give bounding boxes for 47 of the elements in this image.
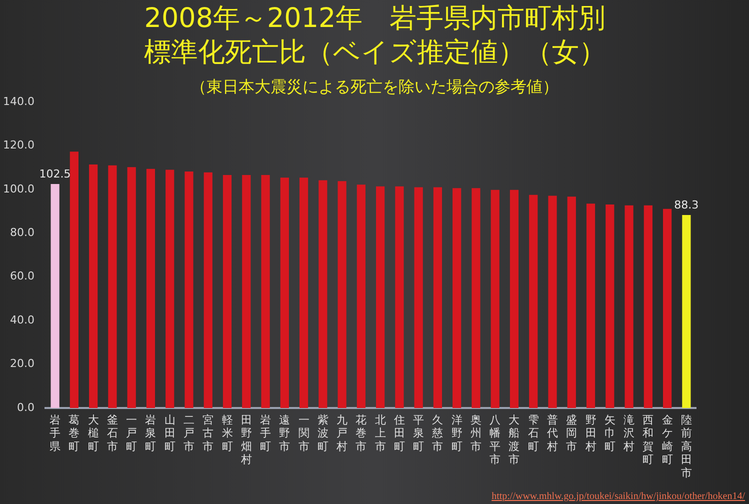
- x-tick-label: 陸前高田市: [680, 413, 692, 480]
- x-tick-label: 普代村: [546, 413, 558, 453]
- x-tick-label: 釜石市: [106, 413, 118, 453]
- y-tick-label: 120.0: [2, 138, 34, 152]
- y-tick-label: 100.0: [2, 182, 34, 196]
- x-tick-label: 田野畑村: [240, 413, 252, 466]
- x-tick-label: 洋野町: [451, 413, 462, 453]
- y-tick-label: 80.0: [10, 226, 34, 239]
- x-tick-label: 一戸町: [126, 413, 138, 453]
- x-tick-label: 久慈市: [431, 413, 444, 453]
- x-tick-label: 葛巻町: [68, 413, 80, 453]
- x-tick-label: 二戸市: [183, 413, 194, 453]
- x-tick-label: 矢巾町: [604, 413, 616, 453]
- x-tick-label: 滝沢村: [622, 413, 635, 453]
- x-tick-label: 野田村: [584, 413, 596, 453]
- chart-title: 2008年～2012年 岩手県内市町村別標準化死亡比（ベイズ推定値）（女）: [143, 2, 607, 70]
- y-tick-label: 40.0: [10, 313, 34, 326]
- x-tick-label: 紫波町: [317, 413, 328, 453]
- x-tick-label: 北上市: [374, 413, 386, 453]
- x-tick-label: 岩手町: [260, 413, 272, 453]
- x-tick-label: 平泉町: [413, 413, 424, 453]
- x-tick-label: 大槌町: [88, 413, 99, 453]
- x-tick-label: 九戸村: [336, 413, 348, 453]
- x-tick-label: 軽米町: [222, 413, 233, 453]
- chart-subtitle: （東日本大震災による死亡を除いた場合の参考値）: [190, 77, 558, 96]
- x-tick-label: 山田町: [164, 413, 176, 453]
- x-tick-label: 八幡平市: [490, 413, 501, 466]
- y-tick-label: 20.0: [10, 357, 34, 370]
- x-tick-label: 岩手県: [50, 413, 61, 453]
- x-tick-label: 雫石町: [528, 413, 539, 453]
- y-tick-label: 140.0: [2, 94, 34, 108]
- x-tick-label: 西和賀町: [642, 413, 654, 466]
- x-tick-label: 宮古市: [202, 413, 214, 453]
- y-tick-label: 60.0: [10, 270, 34, 283]
- y-tick-label: 0.0: [16, 400, 34, 414]
- x-tick-label: 一関市: [298, 413, 310, 453]
- data-label: 102.5: [39, 167, 71, 180]
- x-tick-label: 奥州市: [470, 413, 482, 453]
- text: http://www.mhlw.go.jp/toukei/saikin/hw/jinkou/other/hoken14/: [492, 491, 745, 502]
- x-tick-label: 岩泉町: [145, 413, 156, 453]
- x-tick-label: 盛岡市: [566, 413, 578, 453]
- x-tick-label: 住田町: [394, 413, 405, 453]
- x-tick-label: 遠野市: [279, 413, 290, 453]
- x-tick-label: 金ケ崎町: [662, 413, 673, 466]
- x-tick-label: 花巻市: [356, 413, 367, 453]
- x-tick-label: 大船渡市: [508, 413, 520, 466]
- data-label: 88.3: [674, 198, 699, 212]
